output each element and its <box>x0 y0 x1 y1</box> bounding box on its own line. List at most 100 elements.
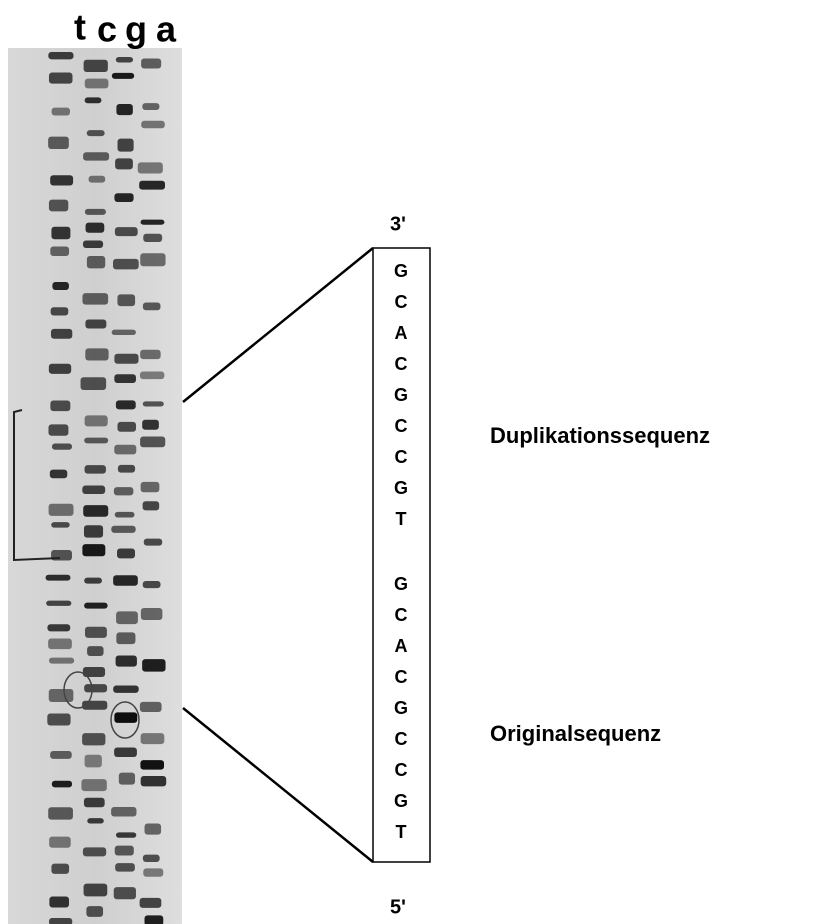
gel-band <box>142 854 160 863</box>
gel-band <box>51 107 71 116</box>
gel-band <box>113 887 136 900</box>
gel-band <box>47 713 71 726</box>
gel-band <box>86 255 106 269</box>
nucleotide: T <box>396 822 407 842</box>
gel-circle <box>110 701 140 739</box>
gel-band <box>83 797 105 808</box>
gel-band <box>49 836 71 848</box>
gel-band <box>117 138 134 152</box>
nucleotide: C <box>395 447 408 467</box>
gel-band <box>83 525 104 538</box>
gel-band <box>84 78 109 89</box>
gel-band <box>115 56 134 63</box>
gel-band <box>115 158 133 170</box>
gel-band <box>83 505 109 517</box>
gel-band <box>88 175 106 183</box>
gel-band <box>142 501 160 511</box>
gel-band <box>140 349 161 360</box>
gel-band <box>82 240 104 248</box>
gel-band <box>85 222 105 233</box>
gel-band <box>87 818 104 824</box>
region-label: Originalsequenz <box>490 721 661 746</box>
gel-band <box>84 626 107 638</box>
gel-band <box>114 444 137 455</box>
gel-band <box>50 175 74 186</box>
gel-band <box>117 464 136 473</box>
nucleotide: C <box>395 605 408 625</box>
gel-band <box>86 130 105 137</box>
gel-band <box>114 353 139 364</box>
gel-band <box>114 845 134 856</box>
gel-band <box>117 294 136 307</box>
nucleotide: G <box>394 478 408 498</box>
gel-band <box>48 136 69 149</box>
gel-band <box>111 525 136 533</box>
gel-band <box>115 832 137 838</box>
gel-band <box>142 302 161 311</box>
nucleotide: G <box>394 261 408 281</box>
gel-band <box>83 59 108 73</box>
lane-label: t <box>74 7 86 48</box>
gel-band <box>50 246 70 257</box>
gel-band <box>113 685 139 693</box>
nucleotide: G <box>394 791 408 811</box>
gel-band <box>50 328 73 339</box>
nucleotide: A <box>395 636 408 656</box>
gel-band <box>84 577 102 584</box>
gel-band <box>139 180 166 190</box>
gel-band <box>86 906 104 917</box>
gel-band <box>140 608 163 621</box>
gel-band <box>142 103 160 111</box>
zoom-line <box>182 247 374 403</box>
gel-circle <box>63 671 93 709</box>
gel-band <box>85 319 107 329</box>
gel-band <box>49 918 73 924</box>
gel-band <box>50 400 71 412</box>
gel-band <box>48 72 73 84</box>
nucleotide: T <box>396 509 407 529</box>
gel-band <box>84 754 102 768</box>
gel-band <box>82 733 106 746</box>
gel-band <box>142 419 159 430</box>
gel-band <box>139 897 162 908</box>
gel-band <box>144 823 162 835</box>
gel-band <box>142 659 166 672</box>
gel-band <box>140 760 165 770</box>
gel-band <box>114 193 134 202</box>
gel-band <box>51 780 73 788</box>
gel-band <box>140 436 166 448</box>
gel-band <box>143 868 164 877</box>
gel-band <box>48 503 74 516</box>
nucleotide: A <box>395 323 408 343</box>
gel-band <box>114 712 138 723</box>
nucleotide: C <box>395 729 408 749</box>
gel-band <box>113 575 138 586</box>
gel-band <box>112 258 139 270</box>
gel-band <box>115 655 137 667</box>
gel-band <box>80 377 107 391</box>
gel-band <box>83 883 108 897</box>
gel-band <box>142 580 161 589</box>
gel-band <box>113 487 134 496</box>
gel-band <box>141 120 165 129</box>
gel-band <box>111 72 135 79</box>
gel-bands <box>45 52 167 924</box>
gel-band <box>49 469 68 479</box>
gel-band <box>45 574 71 581</box>
gel-band <box>49 896 70 908</box>
gel-band <box>137 162 163 174</box>
gel-band <box>48 689 74 702</box>
gel-band <box>84 465 106 474</box>
gel-band <box>139 701 162 713</box>
nucleotide: C <box>395 416 408 436</box>
strand-end: 5' <box>390 896 406 918</box>
gel-band <box>140 776 167 787</box>
nucleotide: C <box>395 292 408 312</box>
gel-band <box>85 348 109 361</box>
gel-band <box>140 219 165 225</box>
gel-band <box>140 481 160 493</box>
gel-band <box>51 443 73 450</box>
gel-band <box>84 437 109 444</box>
gel-band <box>117 548 136 559</box>
